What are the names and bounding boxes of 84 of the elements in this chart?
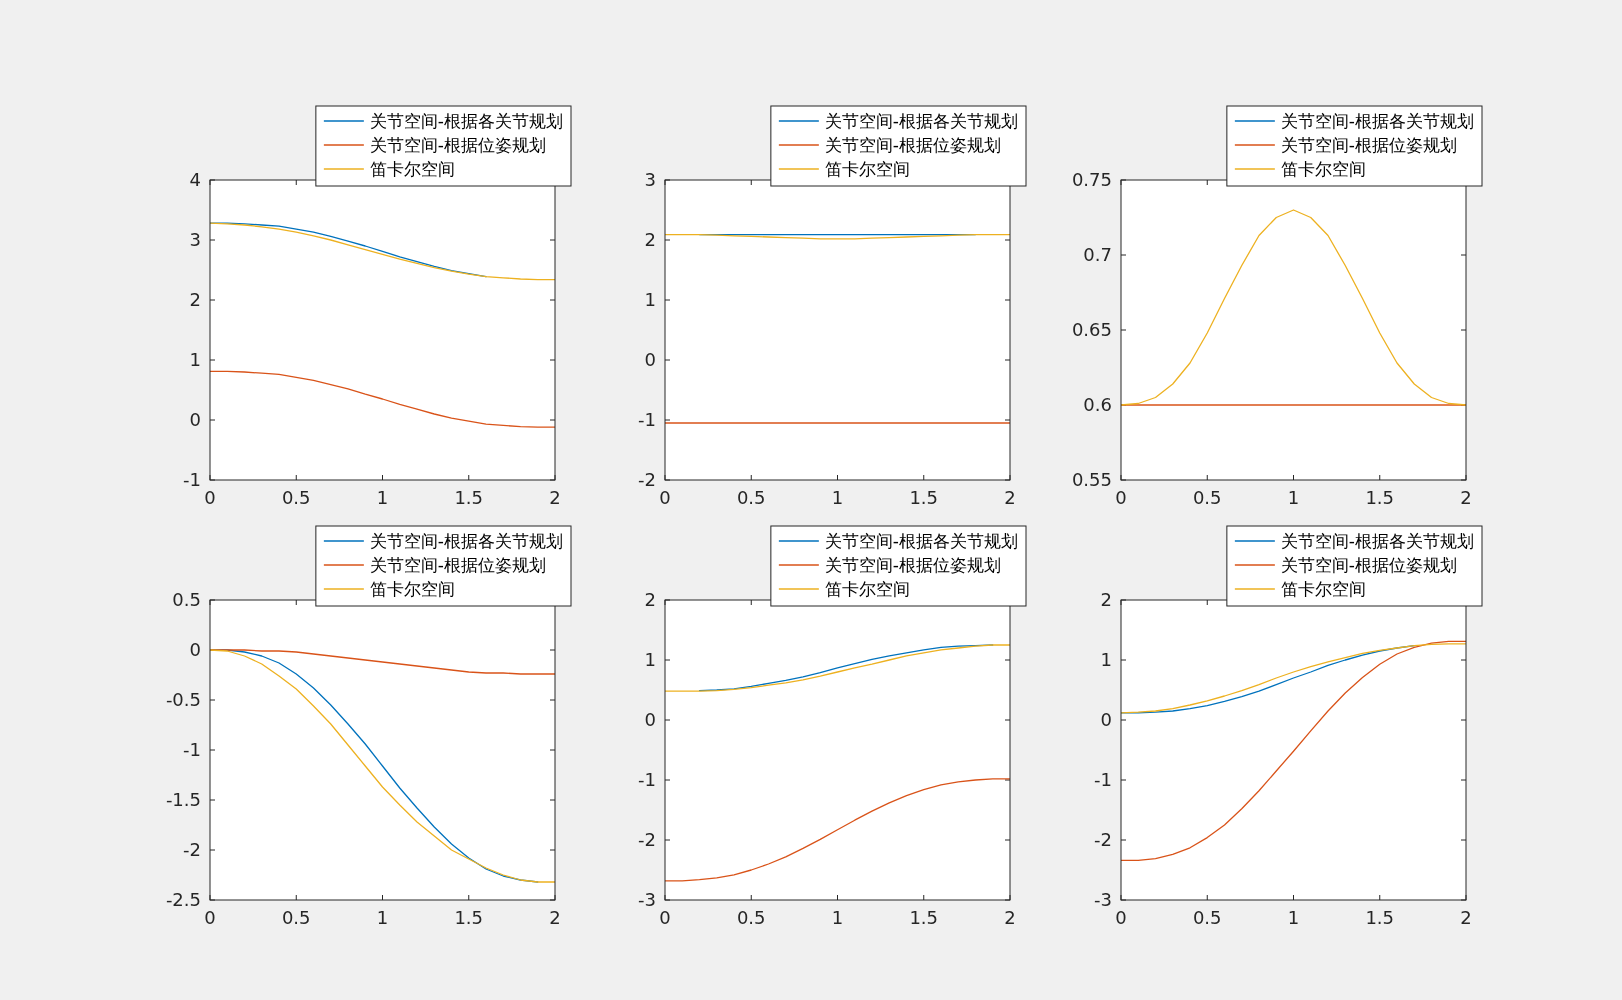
y-tick-label: 0.5 — [172, 589, 201, 610]
legend-label: 笛卡尔空间 — [1280, 159, 1366, 179]
x-tick-label: 1 — [831, 487, 844, 508]
x-tick-label: 1.5 — [1365, 907, 1395, 928]
y-tick-label: 2 — [644, 589, 656, 610]
x-tick-label: 0 — [659, 487, 671, 508]
x-tick-label: 0 — [204, 907, 216, 928]
legend-label: 关节空间-根据位姿规划 — [824, 555, 1001, 575]
legend-label: 关节空间-根据各关节规划 — [824, 111, 1018, 131]
y-tick-label: 1 — [189, 349, 201, 370]
y-tick-label: 0 — [189, 639, 201, 660]
x-tick-label: 0 — [659, 907, 671, 928]
x-tick-label: 1.5 — [454, 907, 484, 928]
x-tick-label: 2 — [1004, 907, 1016, 928]
y-tick-label: 1 — [1100, 649, 1112, 670]
x-tick-label: 2 — [549, 907, 561, 928]
x-tick-label: 2 — [549, 487, 561, 508]
x-tick-label: 1 — [1287, 907, 1300, 928]
y-tick-label: 2 — [644, 229, 656, 250]
y-tick-label: -1 — [638, 409, 656, 430]
legend-label: 笛卡尔空间 — [824, 159, 910, 179]
x-tick-label: 1.5 — [909, 907, 939, 928]
x-tick-label: 0.5 — [281, 487, 311, 508]
x-tick-label: 0.5 — [736, 487, 766, 508]
x-tick-label: 1.5 — [909, 487, 939, 508]
y-tick-label: -2 — [638, 469, 656, 490]
y-tick-label: -2 — [638, 829, 656, 850]
legend-label: 关节空间-根据位姿规划 — [824, 135, 1001, 155]
x-tick-label: 0 — [204, 487, 216, 508]
x-tick-label: 1 — [376, 487, 389, 508]
y-tick-label: 2 — [189, 289, 201, 310]
legend-label: 关节空间-根据位姿规划 — [1280, 555, 1457, 575]
x-tick-label: 1 — [831, 907, 844, 928]
x-tick-label: 1.5 — [1365, 487, 1395, 508]
legend-label: 关节空间-根据位姿规划 — [1280, 135, 1457, 155]
y-tick-label: -2.5 — [165, 889, 201, 910]
x-tick-label: 0 — [1115, 907, 1127, 928]
legend-label: 关节空间-根据位姿规划 — [369, 135, 546, 155]
x-tick-label: 0.5 — [736, 907, 766, 928]
y-tick-label: 1 — [644, 289, 656, 310]
legend-label: 关节空间-根据各关节规划 — [369, 531, 563, 551]
legend-label: 关节空间-根据各关节规划 — [1280, 111, 1474, 131]
y-tick-label: 0.55 — [1071, 469, 1112, 490]
x-tick-label: 0 — [1115, 487, 1127, 508]
legend-label: 关节空间-根据各关节规划 — [1280, 531, 1474, 551]
y-tick-label: -1 — [1094, 769, 1112, 790]
legend-label: 关节空间-根据各关节规划 — [369, 111, 563, 131]
y-tick-label: -1 — [183, 739, 201, 760]
y-tick-label: 0 — [644, 709, 656, 730]
y-tick-label: 0 — [189, 409, 201, 430]
y-tick-label: 0.75 — [1071, 169, 1112, 190]
y-tick-label: 0 — [1100, 709, 1112, 730]
legend-label: 关节空间-根据位姿规划 — [369, 555, 546, 575]
x-tick-label: 2 — [1460, 907, 1472, 928]
y-tick-label: -1 — [183, 469, 201, 490]
y-tick-label: 2 — [1100, 589, 1112, 610]
y-tick-label: -2 — [1094, 829, 1112, 850]
x-tick-label: 0.5 — [1192, 907, 1222, 928]
x-tick-label: 0.5 — [1192, 487, 1222, 508]
x-tick-label: 1 — [376, 907, 389, 928]
y-tick-label: -1.5 — [165, 789, 201, 810]
y-tick-label: 3 — [644, 169, 656, 190]
y-tick-label: 0.65 — [1071, 319, 1112, 340]
y-tick-label: -3 — [638, 889, 656, 910]
legend-label: 笛卡尔空间 — [369, 579, 455, 599]
y-tick-label: -2 — [183, 839, 201, 860]
y-tick-label: 1 — [644, 649, 656, 670]
y-tick-label: 3 — [189, 229, 201, 250]
x-tick-label: 0.5 — [281, 907, 311, 928]
x-tick-label: 2 — [1460, 487, 1472, 508]
y-tick-label: -0.5 — [165, 689, 201, 710]
legend-label: 关节空间-根据各关节规划 — [824, 531, 1018, 551]
legend-label: 笛卡尔空间 — [1280, 579, 1366, 599]
y-tick-label: 4 — [189, 169, 201, 190]
legend-label: 笛卡尔空间 — [824, 579, 910, 599]
y-tick-label: 0.7 — [1083, 244, 1112, 265]
y-tick-label: 0 — [644, 349, 656, 370]
y-tick-label: -1 — [638, 769, 656, 790]
x-tick-label: 2 — [1004, 487, 1016, 508]
x-tick-label: 1 — [1287, 487, 1300, 508]
x-tick-label: 1.5 — [454, 487, 484, 508]
y-tick-label: 0.6 — [1083, 394, 1112, 415]
y-tick-label: -3 — [1094, 889, 1112, 910]
legend-label: 笛卡尔空间 — [369, 159, 455, 179]
